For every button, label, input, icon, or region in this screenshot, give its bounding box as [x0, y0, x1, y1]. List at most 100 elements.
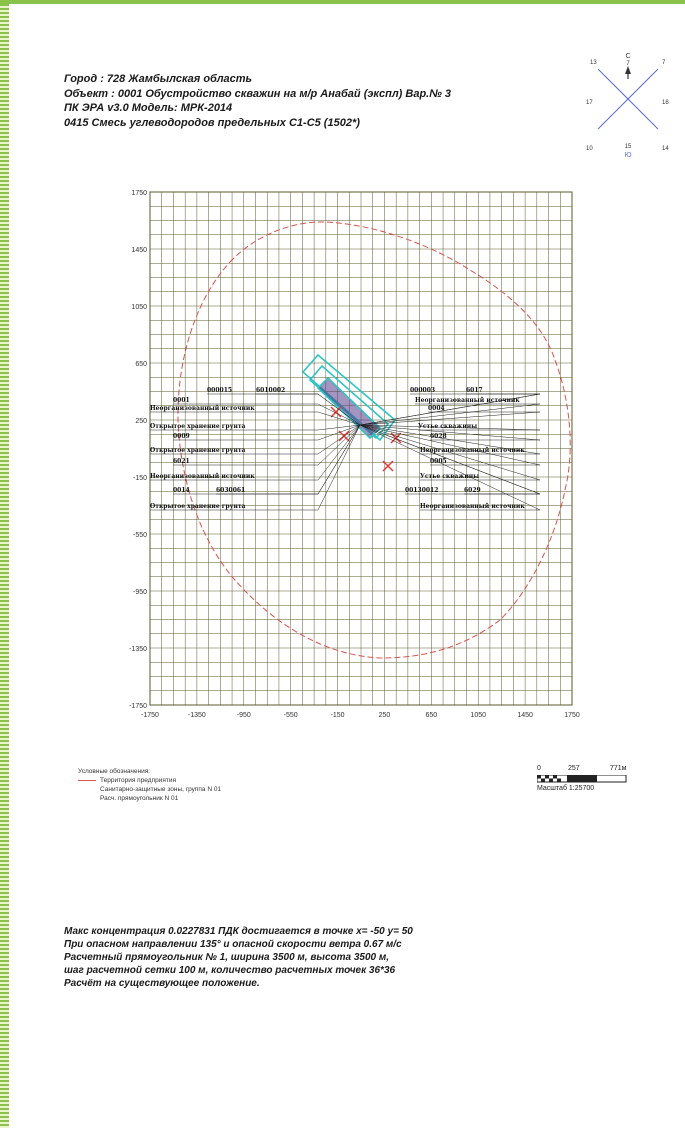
source-marker-icon: [390, 432, 402, 444]
x-tick-label: 650: [425, 712, 437, 719]
source-marker-icon: [382, 460, 394, 472]
y-tick-label: 1750: [131, 190, 147, 197]
y-tick-label: -1750: [129, 703, 147, 710]
leader-line: [359, 424, 541, 431]
x-tick-label: 1050: [470, 712, 486, 719]
x-tick-label: 1750: [564, 712, 580, 719]
leader-line: [359, 424, 541, 511]
leader-line: [359, 424, 541, 495]
source-marker-icon: [330, 406, 342, 418]
source-label: 0014: [173, 487, 190, 494]
compass-south: Ю: [624, 152, 631, 159]
x-tick-label: -1350: [188, 712, 206, 719]
legend-item-rect: Расч. прямоугольник N 01: [78, 794, 221, 803]
y-tick-label: 650: [135, 361, 147, 368]
leader-line: [317, 424, 361, 511]
legend-item-zone: Санитарно-защитные зоны, группа N 01: [78, 785, 221, 794]
compass-ne-value: 7: [662, 60, 666, 66]
city-line: Город : 728 Жамбылская область: [64, 73, 253, 85]
legend-territory-swatch: [78, 780, 96, 781]
calc-grid: [149, 191, 573, 706]
x-tick-label: -1750: [141, 712, 159, 719]
scale-label: Масштаб 1:25700: [537, 785, 595, 792]
y-tick-label: 1050: [131, 304, 147, 311]
y-tick-label: -1350: [129, 646, 147, 653]
map-legend: Условные обозначения: Территория предпри…: [78, 767, 221, 803]
leader-line: [317, 411, 361, 426]
y-tick-label: -150: [133, 475, 147, 482]
leader-line: [359, 424, 541, 466]
leader-line: [317, 424, 361, 455]
x-tick-label: -950: [237, 712, 251, 719]
leader-line: [359, 403, 541, 426]
leader-line: [317, 424, 361, 481]
scale-mid-label: 257: [568, 765, 580, 772]
source-label: Неорганизованный источник: [150, 473, 255, 480]
y-tick-label: -550: [133, 532, 147, 539]
scale-end-label: 771м: [610, 765, 627, 772]
source-label: 000015: [207, 387, 232, 394]
source-label: Неорганизованный источник: [420, 503, 525, 510]
compass-s-value: 15: [625, 144, 632, 150]
source-label: 00130012: [405, 487, 438, 494]
source-label: 0004: [428, 405, 445, 412]
leader-line: [317, 403, 361, 426]
page-top-border: [0, 0, 685, 4]
compass-north: С: [625, 53, 630, 60]
source-label: 6029: [464, 487, 481, 494]
summary-line-2: При опасном направлении 135° и опасной с…: [64, 939, 402, 950]
scale-bar-graphic: [537, 775, 627, 783]
summary-line-1: Макс концентрация 0.0227831 ПДК достигае…: [64, 926, 413, 937]
source-label: Неорганизованный источник: [150, 405, 255, 412]
scale-start-label: 0: [537, 765, 541, 772]
summary-line-3: Расчетный прямоугольник № 1, ширина 3500…: [64, 952, 390, 963]
compass-se-value: 14: [662, 146, 669, 152]
legend-rect-label: Расч. прямоугольник N 01: [100, 795, 179, 802]
plant-territory: [301, 353, 402, 472]
source-label: 6021: [173, 458, 190, 465]
leader-line: [317, 424, 361, 495]
legend-title: Условные обозначения:: [78, 768, 151, 775]
x-tick-label: 250: [379, 712, 391, 719]
compass-e-value: 18: [662, 100, 669, 106]
source-label: 6010002: [256, 387, 285, 394]
source-label: Открытое хранение грунта: [150, 503, 246, 510]
legend-zone-label: Санитарно-защитные зоны, группа N 01: [100, 786, 222, 793]
legend-territory-label: Территория предприятия: [100, 777, 176, 784]
source-label: 6028: [430, 433, 447, 440]
leader-line: [359, 393, 541, 426]
axis-ticks: -1750 -1350 -950 -550 -150 250 650 1050 1450 1750…: [129, 190, 580, 719]
map-header: Город : 728 Жамбылская область Объект : …: [64, 72, 534, 130]
substance-line: 0415 Смесь углеводородов предельных С1-С…: [64, 116, 360, 129]
source-label: 6017: [466, 387, 483, 394]
compass-w-value: 17: [586, 100, 593, 106]
summary-line-5: Расчёт на существующее положение.: [64, 978, 260, 989]
y-tick-label: 250: [135, 418, 147, 425]
compass-nw-value: 13: [590, 60, 597, 66]
x-tick-label: -150: [331, 712, 345, 719]
compass-sw-value: 10: [586, 146, 593, 152]
leader-line: [359, 424, 541, 481]
page-left-border: [0, 0, 9, 1128]
source-label: Открытое хранение грунта: [150, 423, 246, 430]
source-label: Открытое хранение грунта: [150, 447, 246, 454]
leader-line: [317, 424, 361, 466]
leader-line: [359, 411, 541, 426]
leader-line: [317, 424, 361, 441]
source-label: Устье скважины: [420, 473, 479, 480]
source-label: 0005: [430, 458, 447, 465]
wind-rose: С 7 13 7 17 18 10 15 14 Ю: [586, 53, 669, 159]
source-label: 6030061: [216, 487, 245, 494]
leader-line: [359, 424, 541, 441]
calc-summary: Макс концентрация 0.0227831 ПДК достигае…: [64, 925, 584, 990]
x-tick-label: -550: [284, 712, 298, 719]
source-label: Неорганизованный источник: [415, 397, 520, 404]
object-line: Объект : 0001 Обустройство скважин на м/…: [64, 87, 452, 100]
program-line: ПК ЭРА v3.0 Модель: МРК-2014: [64, 102, 233, 114]
source-label: 0001: [173, 397, 190, 404]
source-label: Устье скважины: [418, 423, 477, 430]
summary-line-4: шаг расчетной сетки 100 м, количество ра…: [64, 965, 396, 976]
leader-line: [359, 424, 541, 455]
